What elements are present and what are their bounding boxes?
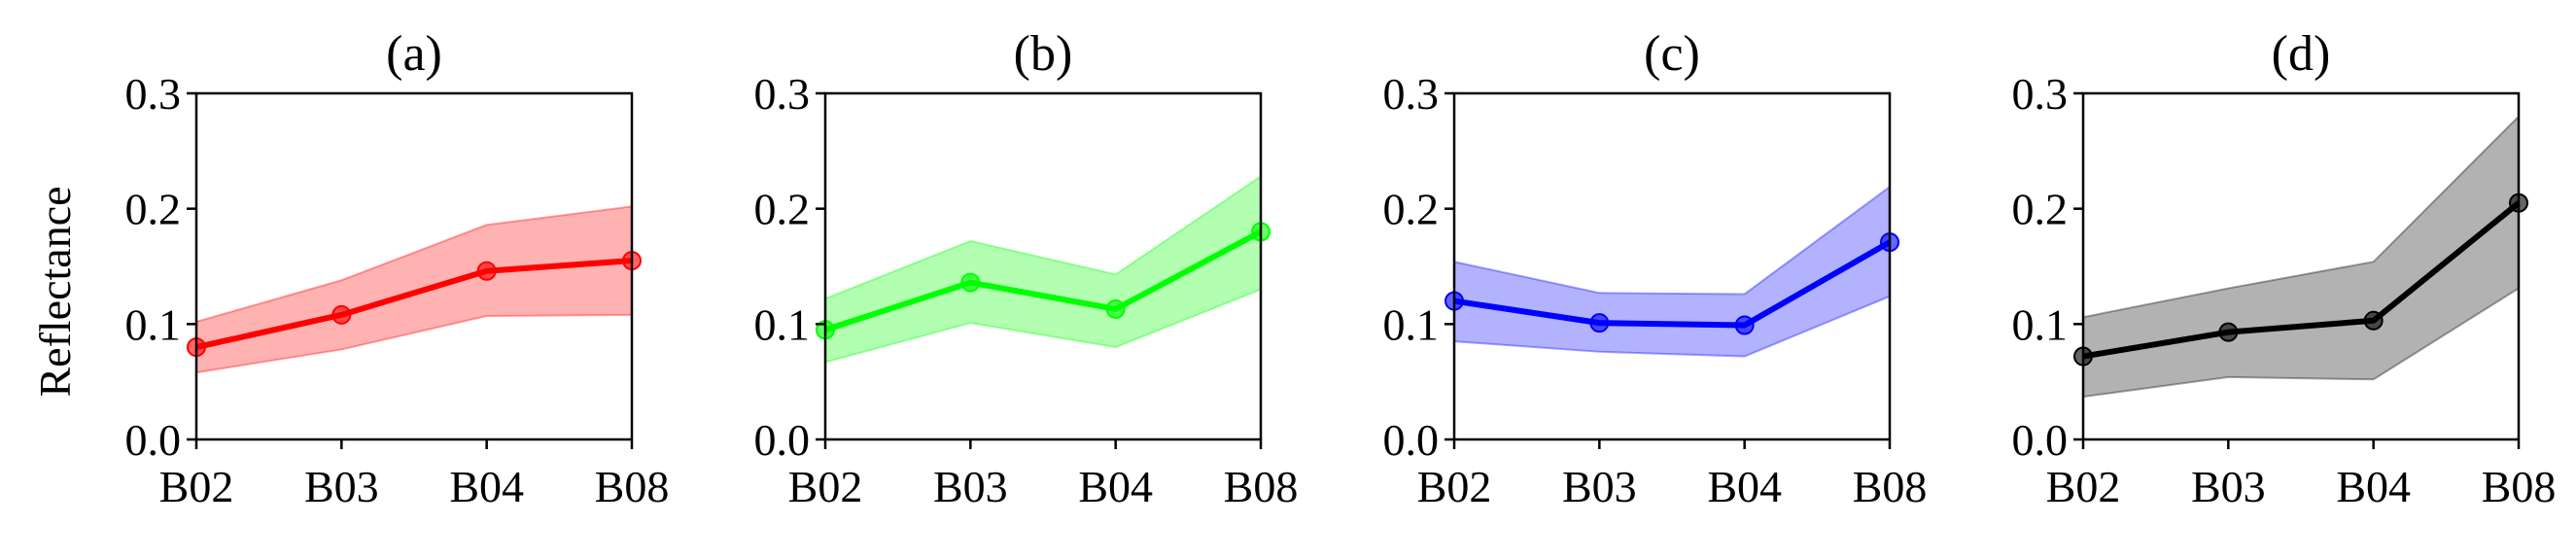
data-point-b04: [1734, 315, 1755, 335]
x-tick-label: B03: [933, 462, 1008, 511]
x-tick-label: B03: [1562, 462, 1637, 511]
data-point-b04: [476, 261, 497, 281]
plot-frame: [2081, 91, 2521, 441]
y-tick-label: 0.3: [125, 69, 182, 119]
y-tick-label: 0.2: [754, 185, 811, 234]
series-line-d: [2082, 200, 2521, 360]
band-a: [195, 205, 633, 374]
x-tick-label: B04: [2336, 462, 2411, 511]
y-tick-label: 0.3: [1383, 69, 1440, 119]
x-tick-label: B04: [449, 462, 524, 511]
x-tick-label: B08: [2482, 462, 2557, 511]
plot-frame: [823, 91, 1263, 441]
x-tick-label: B08: [595, 462, 670, 511]
x-tick-label: B02: [159, 462, 234, 511]
data-point-b03: [960, 272, 981, 293]
series-line-b: [824, 228, 1263, 333]
series-line-c: [1453, 239, 1892, 329]
series-line-a: [195, 258, 633, 350]
y-tick-label: 0.0: [1383, 415, 1440, 465]
y-tick-label: 0.0: [2012, 415, 2069, 465]
x-tick-label: B08: [1224, 462, 1299, 511]
panel-c: (c) 0.0 0.1 0.2 0.3 B02 B03 B04 B08: [1383, 26, 1928, 511]
panel-d: (d) 0.0 0.1 0.2 0.3 B02 B03 B04 B08: [2012, 26, 2557, 511]
y-axis-label: Reflectance: [30, 186, 80, 397]
y-tick-label: 0.1: [754, 299, 811, 349]
panel-title: (b): [1014, 26, 1073, 82]
panel-title: (a): [386, 26, 442, 82]
plot-frame: [194, 91, 634, 441]
x-tick-label: B03: [304, 462, 379, 511]
x-tick-label: B03: [2191, 462, 2266, 511]
x-tick-label: B02: [1417, 462, 1492, 511]
x-tick-label: B04: [1078, 462, 1153, 511]
panel-a: (a) 0.0 0.1 0.2 0.3 B02 B03 B04 B08: [125, 26, 670, 511]
panel-title: (d): [2272, 26, 2331, 82]
y-tick-label: 0.3: [754, 69, 811, 119]
band-c: [1453, 185, 1891, 358]
x-tick-label: B02: [788, 462, 863, 511]
data-point-b03: [1589, 313, 1610, 333]
data-point-b04: [1105, 298, 1126, 319]
x-tick-label: B04: [1707, 462, 1782, 511]
data-point-b03: [2218, 322, 2239, 342]
y-tick-label: 0.3: [2012, 69, 2069, 119]
y-tick-label: 0.0: [125, 415, 182, 465]
y-tick-label: 0.2: [1383, 185, 1440, 234]
panel-title: (c): [1644, 26, 1700, 82]
y-tick-label: 0.2: [125, 185, 182, 234]
y-tick-label: 0.1: [2012, 299, 2069, 349]
panel-b: (b) 0.0 0.1 0.2 0.3 B02 B03 B04 B08: [754, 26, 1299, 511]
x-tick-label: B02: [2046, 462, 2121, 511]
data-point-b04: [2363, 310, 2384, 331]
y-tick-label: 0.1: [1383, 299, 1440, 349]
y-tick-label: 0.1: [125, 299, 182, 349]
plot-frame: [1452, 91, 1892, 441]
y-tick-label: 0.2: [2012, 185, 2069, 234]
data-point-b03: [331, 304, 352, 325]
y-tick-label: 0.0: [754, 415, 811, 465]
x-tick-label: B08: [1853, 462, 1928, 511]
